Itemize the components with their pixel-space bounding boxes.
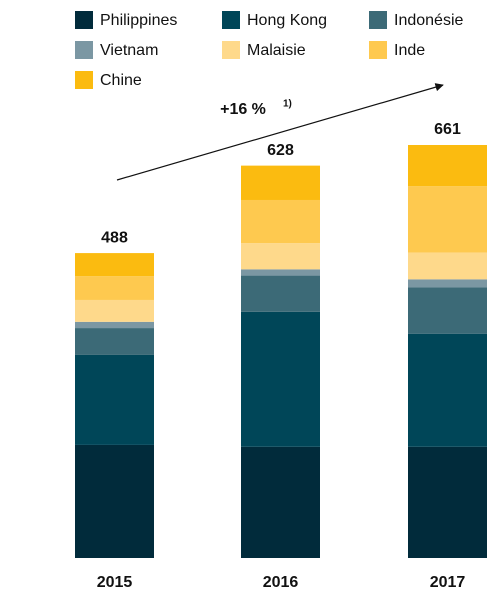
bar-segment bbox=[241, 275, 320, 312]
legend-swatch bbox=[369, 41, 387, 59]
legend-label: Philippines bbox=[100, 12, 177, 29]
total-label: 488 bbox=[101, 229, 128, 246]
bar-segment bbox=[241, 311, 320, 447]
bar-segment bbox=[241, 165, 320, 200]
bar-segment bbox=[241, 199, 320, 244]
bar-segment bbox=[408, 446, 487, 558]
legend-swatch bbox=[222, 11, 240, 29]
legend-label: Inde bbox=[394, 42, 425, 59]
bar-segment bbox=[75, 328, 154, 355]
annotation-note: 1) bbox=[283, 99, 292, 110]
growth-arrow bbox=[116, 83, 444, 181]
legend-label: Chine bbox=[100, 72, 142, 89]
legend-swatch bbox=[222, 41, 240, 59]
x-tick-label: 2016 bbox=[263, 574, 299, 591]
bar-segment bbox=[241, 446, 320, 558]
legend-swatch bbox=[75, 41, 93, 59]
legend-swatch bbox=[75, 11, 93, 29]
bar-segment bbox=[408, 287, 487, 334]
total-label: 628 bbox=[267, 142, 294, 159]
bar-segment bbox=[75, 299, 154, 322]
bar-segment bbox=[408, 252, 487, 280]
bar-segment bbox=[75, 321, 154, 329]
bar-segment bbox=[241, 243, 320, 270]
legend-label: Vietnam bbox=[100, 42, 158, 59]
legend-label: Malaisie bbox=[247, 42, 306, 59]
bar-segment bbox=[408, 186, 487, 253]
legend-swatch bbox=[75, 71, 93, 89]
x-tick-label: 2017 bbox=[430, 574, 466, 591]
legend-label: Indonésie bbox=[394, 12, 463, 29]
legend-swatch bbox=[369, 11, 387, 29]
bar-segment bbox=[75, 354, 154, 445]
bar-segment bbox=[75, 253, 154, 277]
x-tick-label: 2015 bbox=[97, 574, 133, 591]
legend-label: Hong Kong bbox=[247, 12, 327, 29]
bar-segment bbox=[408, 333, 487, 447]
bar-segment bbox=[75, 444, 154, 558]
bar-segment bbox=[75, 276, 154, 300]
bar-segment bbox=[408, 145, 487, 187]
annotation: +16 % bbox=[220, 101, 266, 118]
total-label: 661 bbox=[434, 121, 461, 138]
bar-segment bbox=[241, 269, 320, 276]
bar-segment bbox=[408, 279, 487, 288]
